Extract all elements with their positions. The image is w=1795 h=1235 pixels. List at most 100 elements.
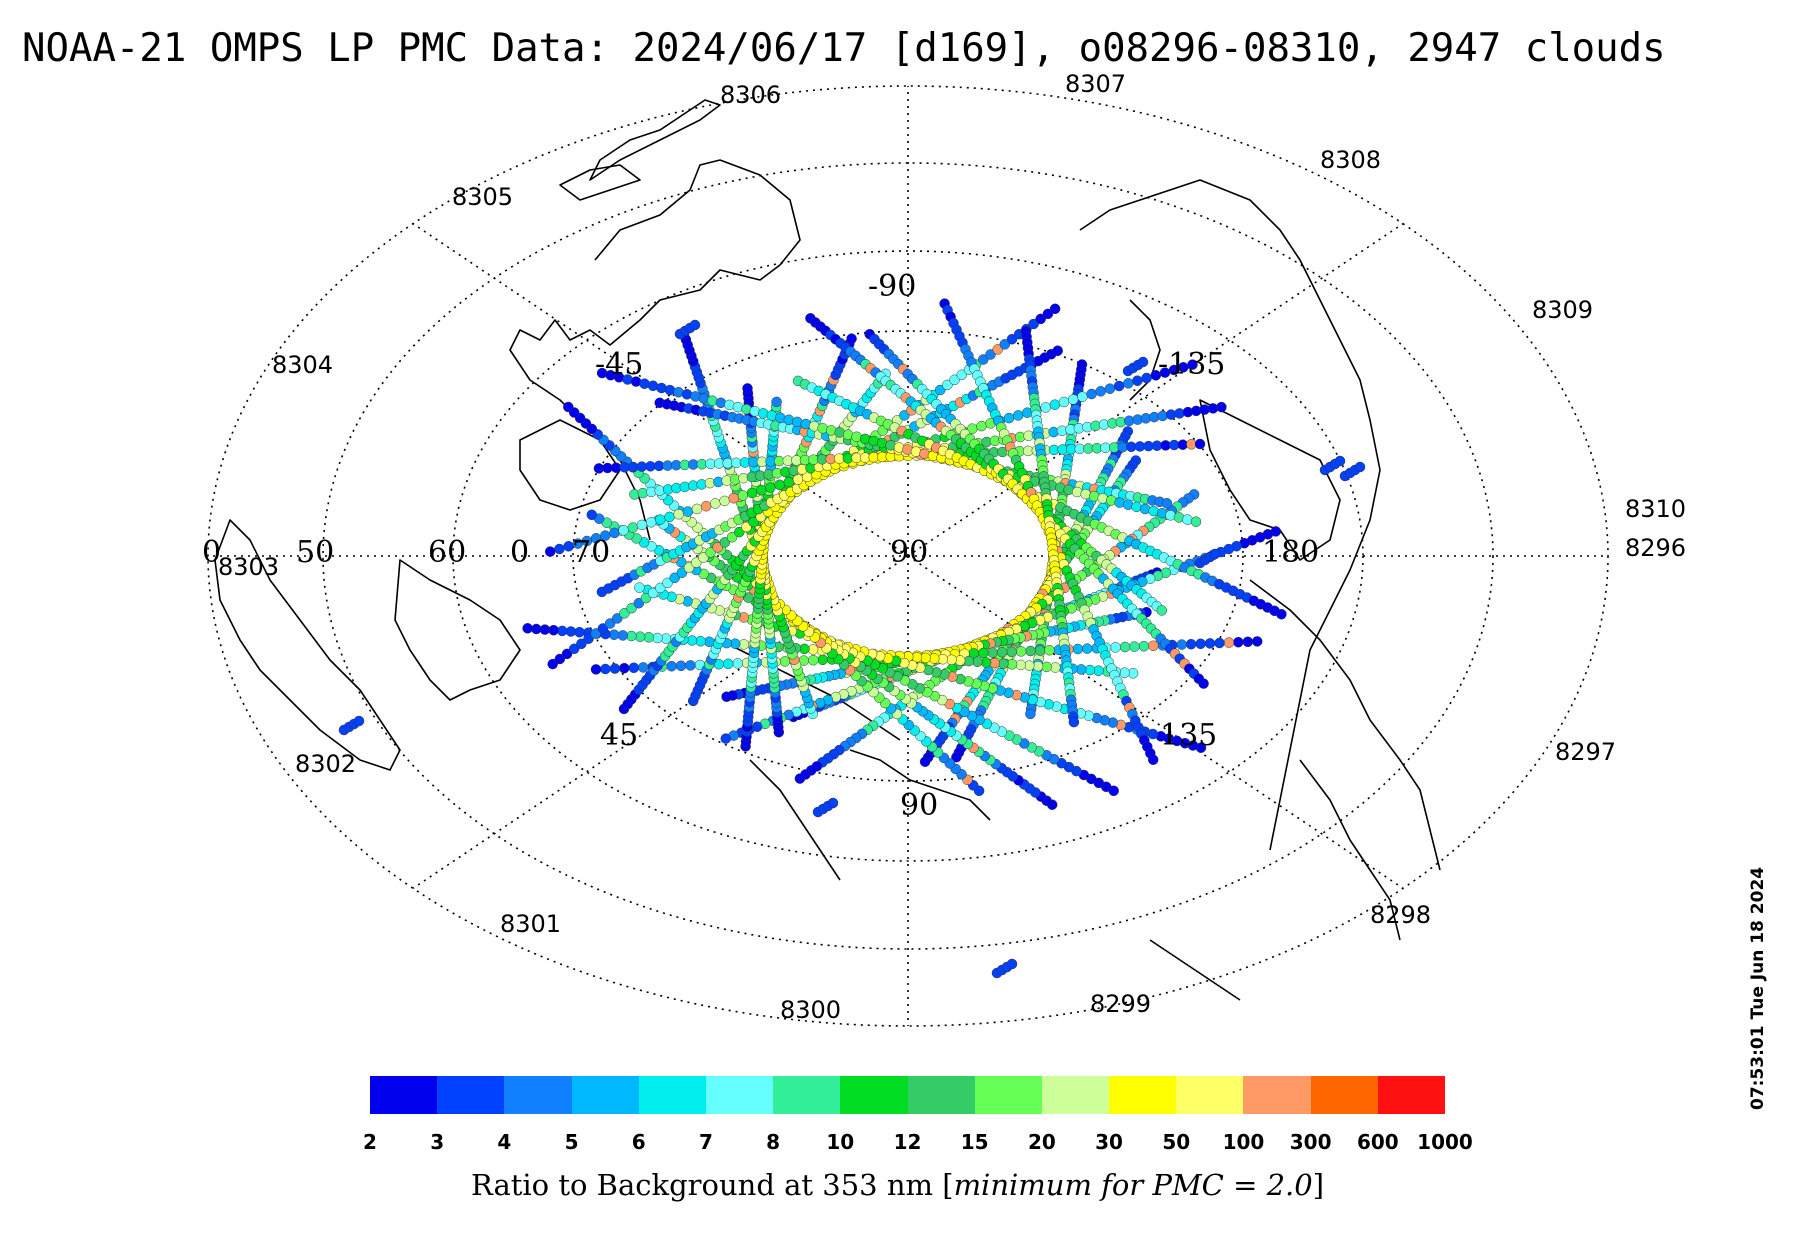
pmc-point bbox=[934, 384, 946, 396]
coastline bbox=[214, 519, 401, 771]
colorbar-swatch bbox=[907, 1076, 975, 1114]
pmc-point bbox=[1015, 646, 1027, 657]
colorbar-tick-label: 7 bbox=[698, 1130, 713, 1154]
pmc-point bbox=[612, 613, 623, 624]
pmc-point bbox=[719, 537, 731, 548]
pmc-point bbox=[700, 500, 712, 512]
pmc-point bbox=[1209, 548, 1221, 560]
orbit-number-label: 8307 bbox=[1065, 70, 1126, 98]
orbit-track-fragment bbox=[1319, 455, 1346, 476]
pmc-point bbox=[1003, 412, 1015, 424]
colorbar-tick-label: 12 bbox=[893, 1130, 922, 1154]
pmc-point bbox=[1042, 308, 1054, 320]
colorbar-swatch bbox=[840, 1076, 908, 1114]
pmc-point bbox=[992, 344, 1003, 355]
pmc-point bbox=[597, 623, 609, 634]
pmc-point bbox=[1086, 388, 1097, 400]
colorbar-tick-label: 30 bbox=[1095, 1130, 1123, 1154]
pmc-point bbox=[746, 487, 758, 499]
coastline bbox=[1199, 399, 1341, 561]
pmc-point bbox=[1049, 399, 1061, 410]
pmc-point bbox=[647, 587, 659, 599]
pmc-point bbox=[720, 733, 732, 744]
pmc-point bbox=[1223, 637, 1235, 648]
meridian-line bbox=[907, 555, 1404, 890]
pmc-point bbox=[827, 797, 839, 809]
colorbar-tick-label: 20 bbox=[1027, 1130, 1056, 1154]
colorbar-swatch bbox=[571, 1076, 639, 1114]
coastline bbox=[559, 164, 641, 201]
pmc-point bbox=[683, 562, 695, 573]
pmc-point bbox=[1156, 605, 1168, 616]
orbit-track-fragment bbox=[1339, 461, 1366, 482]
latitude-circle bbox=[207, 85, 1609, 1027]
pmc-point bbox=[1025, 645, 1036, 657]
pmc-point bbox=[1044, 644, 1055, 656]
pmc-point bbox=[669, 572, 680, 584]
colorbar-tick-label: 4 bbox=[497, 1130, 512, 1154]
pmc-point bbox=[1006, 333, 1018, 345]
pmc-point bbox=[978, 354, 989, 365]
pmc-point bbox=[662, 577, 673, 589]
pmc-point bbox=[1006, 646, 1017, 658]
longitude-label: 135 bbox=[1160, 718, 1217, 753]
pmc-point bbox=[666, 660, 677, 672]
pmc-point bbox=[1198, 678, 1209, 689]
latitude-label: 70 bbox=[572, 535, 610, 570]
pmc-point bbox=[783, 476, 795, 488]
pmc-point bbox=[628, 662, 640, 674]
colorbar-tick-label: 100 bbox=[1222, 1130, 1265, 1154]
pmc-point bbox=[1334, 455, 1346, 467]
colorbar-swatch bbox=[1377, 1076, 1445, 1114]
pmc-point bbox=[685, 660, 696, 671]
colorbar-tick-label: 300 bbox=[1289, 1130, 1332, 1154]
pmc-point bbox=[609, 663, 621, 674]
latitude-label: 50 bbox=[296, 535, 334, 570]
colorbar bbox=[370, 1076, 1445, 1114]
orbit-number-label: 8306 bbox=[720, 81, 781, 109]
orbit-number-label: 8301 bbox=[500, 910, 561, 938]
pmc-point bbox=[619, 608, 630, 619]
pmc-point bbox=[691, 503, 703, 515]
pmc-point bbox=[1242, 636, 1254, 648]
pmc-point bbox=[576, 638, 587, 650]
pmc-point bbox=[817, 654, 828, 666]
orbit-track bbox=[1020, 325, 1080, 728]
pmc-point bbox=[1148, 640, 1159, 652]
pmc-point bbox=[1119, 641, 1131, 653]
colorbar-tick-label: 600 bbox=[1356, 1130, 1399, 1154]
colorbar-swatch bbox=[974, 1076, 1042, 1114]
pmc-point bbox=[732, 658, 743, 669]
pmc-point bbox=[976, 420, 987, 432]
pmc-point bbox=[1052, 345, 1063, 356]
orbit-number-label: 8300 bbox=[780, 996, 841, 1024]
pmc-point bbox=[1110, 642, 1121, 653]
pmc-point bbox=[636, 519, 648, 531]
orbit-number-label: 8308 bbox=[1320, 146, 1381, 174]
pmc-point bbox=[547, 658, 558, 670]
timestamp: 07:53:01 Tue Jun 18 2024 bbox=[1748, 866, 1768, 1110]
pmc-point bbox=[1068, 716, 1080, 728]
coastline bbox=[1129, 299, 1161, 401]
pmc-point bbox=[1028, 318, 1039, 330]
pmc-point bbox=[756, 484, 767, 496]
coastline bbox=[749, 759, 841, 881]
pmc-point bbox=[987, 647, 998, 658]
pmc-point bbox=[563, 401, 574, 413]
pmc-point bbox=[1025, 708, 1036, 720]
pmc-point bbox=[719, 495, 730, 507]
coastline bbox=[1149, 939, 1241, 1001]
coastlines bbox=[214, 99, 1441, 1001]
pmc-point bbox=[1147, 754, 1159, 765]
orbit-number-label: 8296 bbox=[1625, 534, 1686, 562]
pmc-point bbox=[637, 662, 649, 673]
colorbar-swatch bbox=[1243, 1076, 1311, 1114]
orbit-number-label: 8305 bbox=[452, 183, 513, 211]
colorbar-swatch bbox=[1109, 1076, 1177, 1114]
pmc-point bbox=[899, 410, 910, 421]
pmc-point bbox=[664, 511, 675, 523]
pmc-point bbox=[1276, 608, 1287, 620]
pmc-point bbox=[728, 492, 739, 504]
pmc-point bbox=[633, 597, 645, 609]
pmc-point bbox=[942, 379, 953, 391]
